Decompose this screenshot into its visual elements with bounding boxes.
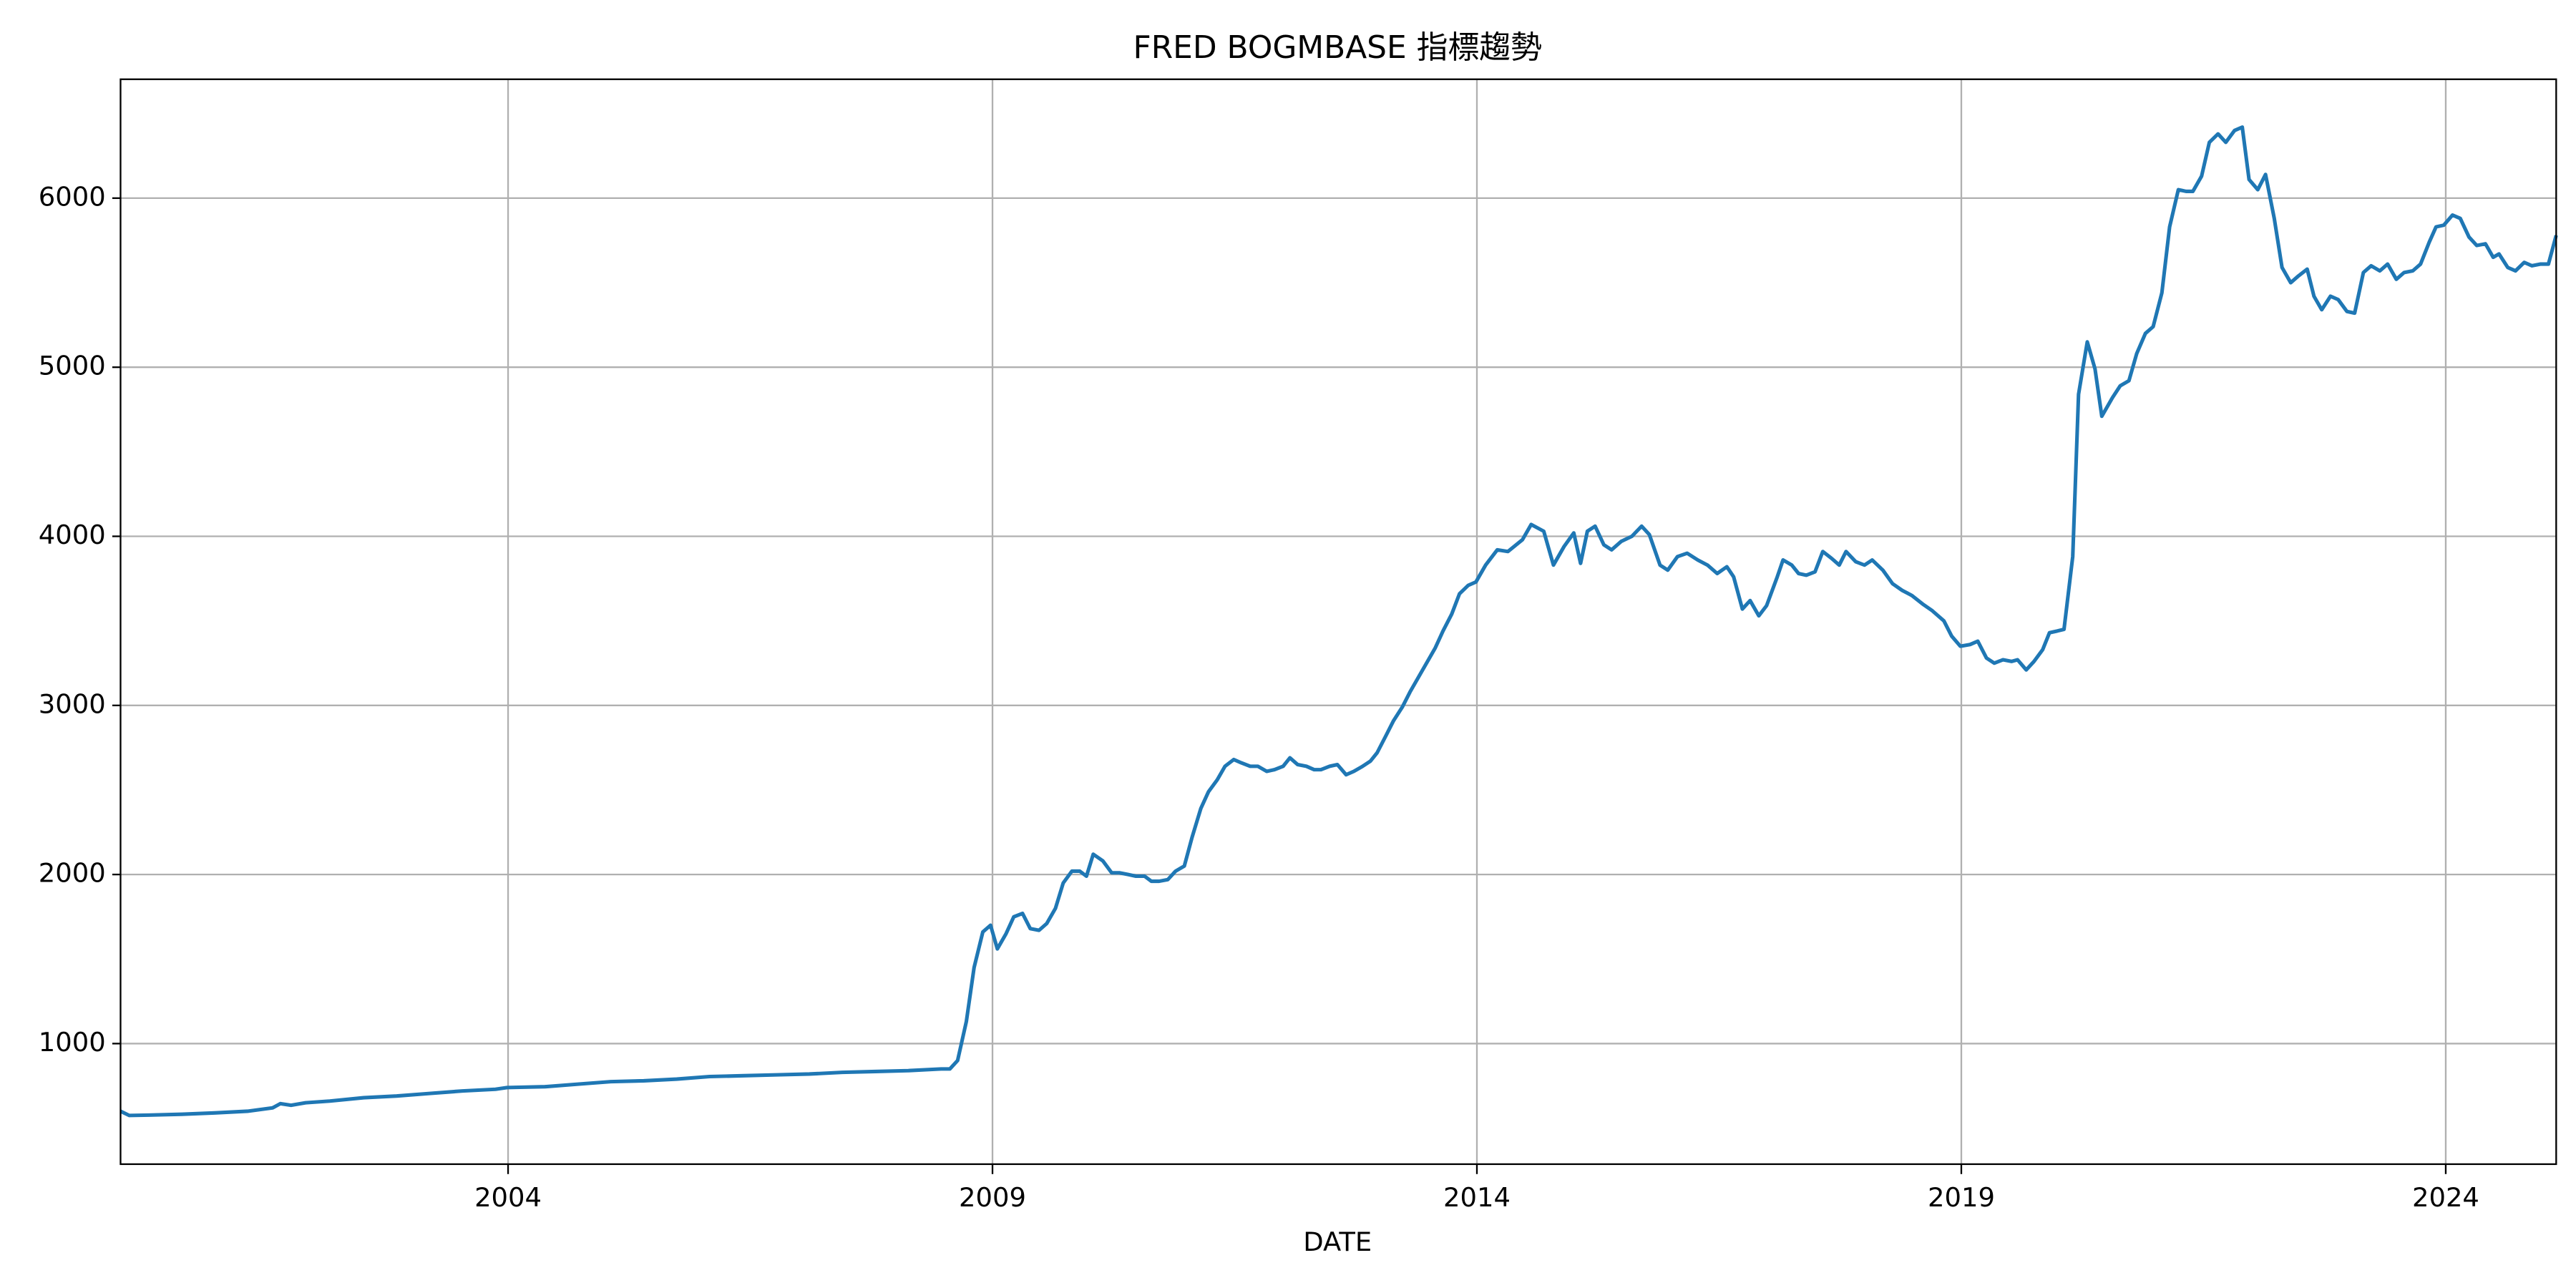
y-tick-label: 3000 bbox=[39, 688, 106, 719]
y-tick-label: 2000 bbox=[39, 858, 106, 889]
x-tick-label: 2014 bbox=[1443, 1182, 1511, 1213]
y-tick-label: 1000 bbox=[39, 1027, 106, 1058]
x-tick-label: 2019 bbox=[1928, 1182, 1995, 1213]
plot-frame bbox=[119, 78, 2557, 1166]
x-tick-label: 2009 bbox=[959, 1182, 1026, 1213]
y-tick-label: 4000 bbox=[39, 519, 106, 550]
x-tick-label: 2004 bbox=[474, 1182, 542, 1213]
chart-title: FRED BOGMBASE 指標趨勢 bbox=[1133, 29, 1542, 66]
x-axis-label: DATE bbox=[1303, 1226, 1372, 1257]
x-tick-label: 2024 bbox=[2412, 1182, 2479, 1213]
data-line bbox=[119, 125, 2558, 1118]
y-tick-label: 5000 bbox=[39, 351, 106, 381]
y-tick-label: 6000 bbox=[39, 181, 106, 212]
